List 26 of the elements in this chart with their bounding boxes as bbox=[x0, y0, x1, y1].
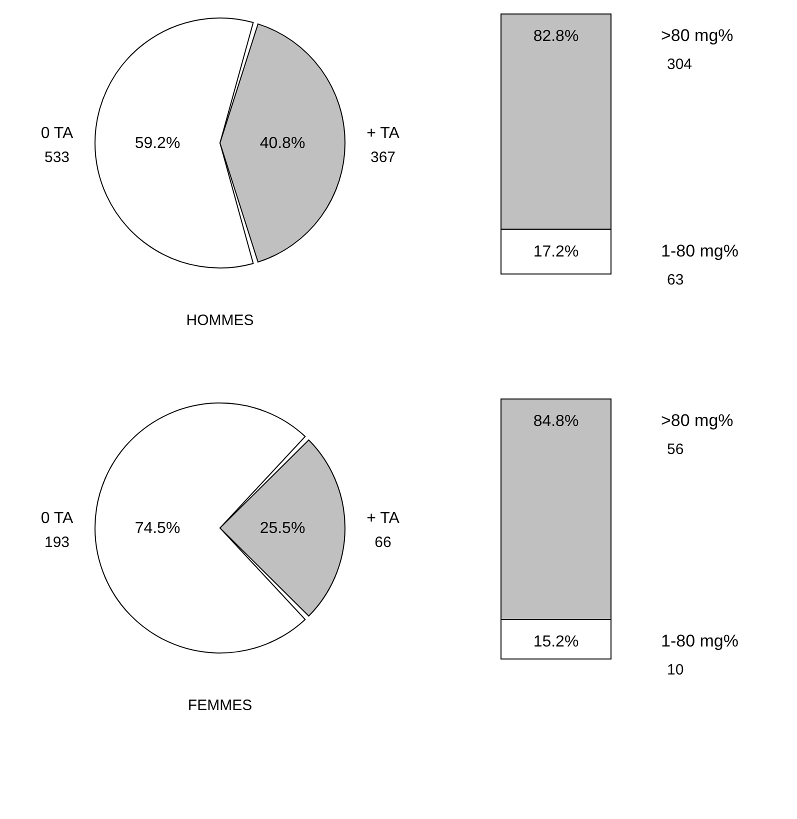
slice-label: + TA bbox=[366, 125, 400, 142]
data-label: 59.2% bbox=[134, 135, 180, 152]
text: 66 bbox=[374, 534, 392, 551]
text: 1-80 mg% bbox=[661, 631, 738, 650]
text: 1-80 mg% bbox=[661, 241, 738, 260]
text: HOMMES bbox=[186, 312, 254, 329]
text: 533 bbox=[44, 149, 70, 166]
slice-label: 0 TA bbox=[40, 125, 74, 142]
slice-label: 0 TA bbox=[40, 510, 74, 527]
text: >80 mg% bbox=[661, 26, 734, 45]
annotation: 304 bbox=[667, 56, 692, 73]
text: >80 mg% bbox=[661, 411, 734, 430]
data-label: 17.2% bbox=[533, 243, 579, 260]
annotation: 56 bbox=[667, 441, 684, 458]
annotation: 63 bbox=[667, 271, 684, 288]
text: 367 bbox=[370, 149, 396, 166]
text: 193 bbox=[44, 534, 70, 551]
text: 10 bbox=[667, 661, 684, 678]
data-label: 84.8% bbox=[533, 413, 579, 430]
data-label: 82.8% bbox=[533, 28, 579, 45]
data-label: 74.5% bbox=[134, 520, 180, 537]
data-label: 40.8% bbox=[260, 135, 306, 152]
slice-label: + TA bbox=[366, 510, 400, 527]
data-label: 15.2% bbox=[533, 633, 579, 650]
text: FEMMES bbox=[188, 697, 252, 714]
data-label: 25.5% bbox=[260, 520, 306, 537]
